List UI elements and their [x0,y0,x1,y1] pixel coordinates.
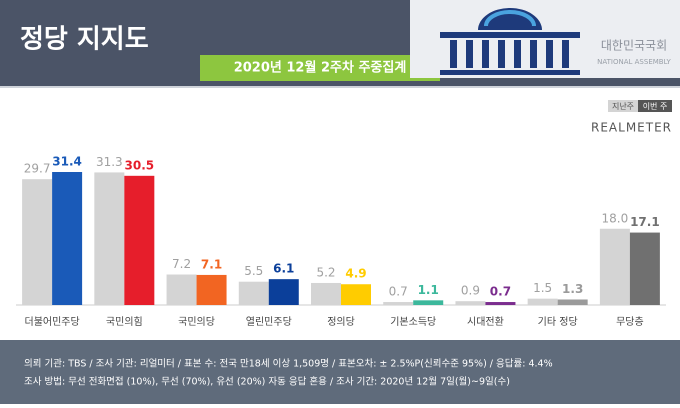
bar [557,299,588,305]
x-tick-label: 더불어민주당 [25,316,80,328]
bar [485,302,516,305]
logo-text: 대한민국국회 [601,39,667,53]
logo-subtext: NATIONAL ASSEMBLY [597,58,671,66]
bar [52,172,83,305]
assembly-logo [440,8,580,75]
x-tick-label: 기본소득당 [390,316,436,328]
x-tick-label: 국민의힘 [106,316,143,328]
bar [268,279,299,305]
value-label: 6.1 [273,262,294,276]
bar [166,274,197,305]
value-label: 29.7 [24,162,51,176]
footer [0,340,680,404]
bar [527,298,558,305]
legend-swatch [638,100,672,112]
value-label: 7.2 [172,257,191,271]
value-label: 1.5 [533,281,552,295]
value-label: 0.7 [490,285,511,299]
value-label: 31.4 [52,155,82,169]
value-label: 18.0 [602,211,629,225]
bar [196,274,227,305]
value-label: 17.1 [630,215,660,229]
value-label: 1.1 [418,283,439,297]
legend-label: 지난주 [612,102,634,111]
x-tick-label: 정의당 [327,316,355,328]
bar [311,282,341,305]
legend-label: 이번 주 [643,101,668,111]
x-tick-label: 시대전환 [467,316,504,328]
source: REALMETER [591,121,672,135]
x-tick-label: 기타 정당 [538,316,578,328]
value-label: 7.1 [201,257,222,271]
footnote: 의뢰 기관: TBS / 조사 기관: 리얼미터 / 표본 수: 전국 만18세… [24,358,553,370]
subtitle-box [200,55,440,81]
bar [413,300,444,305]
value-label: 0.7 [389,285,408,299]
divider [0,86,680,88]
value-label: 1.3 [562,282,583,296]
x-tick-label: 열린민주당 [246,316,292,328]
chart-title: 정당 지지도 [20,25,149,55]
value-label: 30.5 [125,158,155,172]
bar [124,175,155,305]
bar [455,301,486,305]
value-label: 31.3 [96,155,123,169]
value-label: 0.9 [461,284,480,298]
bar [341,284,371,305]
bar [238,281,269,305]
x-tick-label: 국민의당 [178,316,215,328]
bar [629,232,660,305]
legend-swatch [608,100,638,112]
x-tick-label: 무당층 [616,316,644,328]
subtitle: 2020년 12월 2주차 주중집계 [234,60,407,76]
bar [94,172,125,305]
value-label: 5.2 [316,265,335,279]
value-label: 4.9 [345,267,366,281]
bar [599,228,630,305]
bar [383,302,414,305]
value-label: 5.5 [244,264,263,278]
footnote: 조사 방법: 무선 전화면접 (10%), 무선 (70%), 유선 (20%)… [24,376,510,388]
bar [22,179,53,305]
